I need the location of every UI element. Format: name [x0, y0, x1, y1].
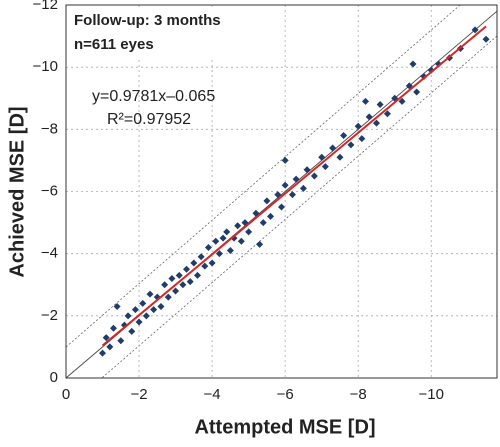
point	[102, 334, 110, 342]
y-tick-label: −8	[41, 120, 58, 137]
point	[245, 228, 253, 236]
x-tick-label: 0	[62, 386, 70, 403]
point	[157, 303, 165, 311]
point	[358, 135, 366, 143]
r-squared: R²=0.97952	[107, 111, 191, 128]
y-tick-label: −12	[33, 0, 58, 13]
point	[281, 156, 289, 164]
point	[201, 262, 209, 270]
annotation-box	[68, 7, 228, 59]
point	[161, 281, 169, 289]
point	[362, 97, 370, 105]
y-tick-label: −10	[33, 58, 58, 75]
point	[329, 144, 337, 152]
point	[376, 100, 384, 108]
point	[299, 184, 307, 192]
point	[117, 337, 125, 345]
point	[131, 306, 139, 314]
point	[168, 275, 176, 283]
point	[310, 172, 318, 180]
point	[482, 35, 490, 43]
point	[318, 153, 326, 161]
point	[409, 60, 417, 68]
point	[256, 240, 264, 248]
point	[288, 191, 296, 199]
point	[427, 66, 435, 74]
point	[146, 290, 154, 298]
point	[193, 271, 201, 279]
y-tick-label: −4	[41, 245, 58, 262]
point	[292, 175, 300, 183]
point	[347, 141, 355, 149]
plot-area	[66, 5, 497, 378]
point	[263, 197, 271, 205]
point	[267, 212, 275, 220]
point	[197, 253, 205, 261]
upper-limit-line	[66, 5, 461, 348]
point	[365, 113, 373, 121]
y-tick-label: 0	[50, 369, 58, 386]
y-tick-label: −2	[41, 307, 58, 324]
x-axis-title: Attempted MSE [D]	[194, 416, 375, 438]
fit-line	[101, 25, 487, 347]
y-tick-label: −6	[41, 182, 58, 199]
point	[234, 222, 242, 230]
point	[175, 271, 183, 279]
point	[164, 293, 172, 301]
point	[128, 327, 136, 335]
point	[106, 343, 114, 351]
lower-limit-line	[101, 35, 497, 378]
point	[278, 203, 285, 211]
y-axis-title: Achieved MSE [D]	[6, 106, 28, 277]
point	[303, 166, 311, 174]
point	[109, 324, 117, 332]
point	[372, 119, 380, 127]
point	[274, 191, 282, 199]
point	[124, 312, 132, 320]
point	[259, 219, 267, 227]
annotation: n=611 eyes	[74, 36, 154, 53]
equation: y=0.9781x–0.065	[92, 88, 215, 105]
point	[99, 349, 107, 357]
point	[190, 259, 198, 267]
point	[179, 281, 187, 289]
point	[398, 97, 406, 105]
point	[204, 243, 212, 251]
point	[354, 122, 362, 130]
point	[139, 299, 147, 307]
point	[340, 132, 348, 140]
point	[383, 110, 391, 118]
point	[413, 88, 421, 96]
point	[321, 163, 329, 171]
x-tick-label: −10	[419, 386, 444, 403]
x-tick-label: −8	[350, 386, 367, 403]
x-tick-label: −2	[130, 386, 147, 403]
point	[142, 312, 150, 320]
point	[237, 237, 245, 245]
point	[435, 60, 443, 68]
point	[212, 237, 220, 245]
point	[336, 153, 344, 161]
point	[183, 265, 191, 273]
point	[471, 26, 479, 34]
x-tick-label: −6	[277, 386, 294, 403]
point	[135, 318, 143, 326]
x-tick-label: −4	[204, 386, 221, 403]
point	[150, 306, 158, 314]
plot-frame	[65, 4, 498, 379]
point	[172, 287, 180, 295]
point	[226, 247, 234, 255]
point	[219, 234, 227, 242]
point	[215, 250, 223, 258]
point	[252, 209, 260, 217]
point	[113, 303, 121, 311]
point	[186, 278, 194, 286]
point	[281, 181, 289, 189]
annotation: Follow-up: 3 months	[74, 12, 221, 29]
point	[208, 259, 216, 267]
point	[223, 228, 231, 236]
